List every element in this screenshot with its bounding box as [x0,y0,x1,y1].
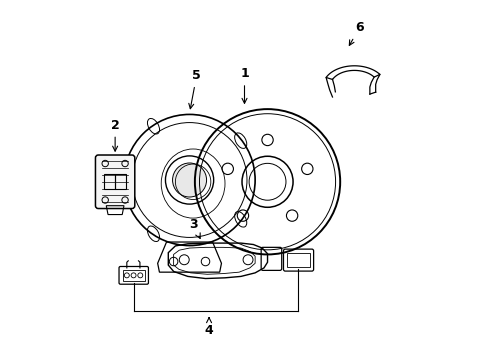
Circle shape [172,163,206,197]
Text: 1: 1 [240,67,248,103]
Bar [122,270,144,281]
Text: 5: 5 [188,69,201,109]
Text: 2: 2 [110,118,119,151]
Bar [115,174,126,189]
FancyBboxPatch shape [95,155,135,208]
Text: 3: 3 [188,218,200,238]
Bar [287,253,309,267]
Text: 6: 6 [348,21,363,45]
Text: 4: 4 [204,318,213,337]
Bar [104,174,115,189]
